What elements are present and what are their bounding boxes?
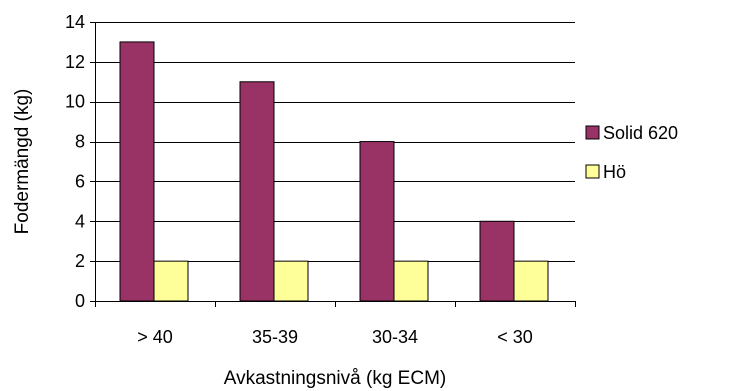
y-tick-label: 6 bbox=[75, 171, 85, 191]
y-tick-labels: 0 2 4 6 8 10 12 14 bbox=[65, 12, 85, 311]
y-axis-title: Fodermängd (kg) bbox=[12, 89, 33, 235]
bar-solid-620-3 bbox=[479, 220, 515, 302]
x-tick-label: > 40 bbox=[137, 327, 173, 347]
y-tick-label: 2 bbox=[75, 251, 85, 271]
y-tick-label: 0 bbox=[75, 291, 85, 311]
bar-solid-620-2 bbox=[359, 141, 395, 302]
x-tick-label: 35-39 bbox=[252, 327, 298, 347]
y-tick-label: 10 bbox=[65, 92, 85, 112]
x-tick-label: < 30 bbox=[497, 327, 533, 347]
legend: Solid 620 Hö bbox=[585, 123, 678, 182]
bar-ho-2 bbox=[393, 260, 429, 302]
bar-solid-620-0 bbox=[119, 41, 155, 302]
bar-solid-620-1 bbox=[239, 81, 275, 302]
bar-ho-0 bbox=[153, 260, 189, 302]
y-tick-label: 4 bbox=[75, 211, 85, 231]
legend-label: Solid 620 bbox=[603, 123, 678, 143]
gridlines bbox=[95, 22, 575, 262]
y-tick-label: 14 bbox=[65, 12, 85, 32]
x-axis-title: Avkastningsnivå (kg ECM) bbox=[224, 368, 446, 389]
bars bbox=[119, 41, 549, 302]
y-tick-label: 8 bbox=[75, 132, 85, 152]
legend-swatch bbox=[585, 125, 600, 140]
axes bbox=[90, 22, 576, 307]
bar-ho-3 bbox=[513, 260, 549, 302]
x-tick-labels: > 40 35-39 30-34 < 30 bbox=[137, 327, 533, 347]
x-tick-label: 30-34 bbox=[372, 327, 418, 347]
y-tick-label: 12 bbox=[65, 52, 85, 72]
legend-swatch bbox=[585, 164, 600, 179]
bar-ho-1 bbox=[273, 260, 309, 302]
legend-label: Hö bbox=[603, 162, 626, 182]
